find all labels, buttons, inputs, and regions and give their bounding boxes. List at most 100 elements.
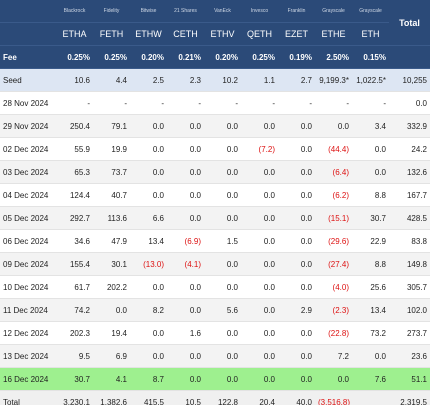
empty-cell xyxy=(389,45,430,69)
flow-value: 19.9 xyxy=(93,137,130,161)
flow-value: (7.2) xyxy=(241,137,278,161)
flow-value: 0.0 xyxy=(241,367,278,391)
flow-value: 83.8 xyxy=(389,229,430,253)
flow-value: (4.0) xyxy=(315,275,352,299)
flow-value: 0.0 xyxy=(204,137,241,161)
row-label: 03 Dec 2024 xyxy=(0,160,56,184)
flow-value: 47.9 xyxy=(93,229,130,253)
flow-value: 0.0 xyxy=(204,114,241,138)
flow-value: 0.0 xyxy=(278,367,315,391)
flow-value: 2.9 xyxy=(278,298,315,322)
flow-value: 19.4 xyxy=(93,321,130,345)
flow-value: 25.6 xyxy=(352,275,389,299)
corner-cell xyxy=(0,0,56,23)
flow-row: 11 Dec 2024 74.2 0.0 8.2 0.0 5.6 0.0 2.9 (2.3) 13… xyxy=(0,298,430,322)
flow-value: 0.0 xyxy=(315,367,352,391)
flow-value: 0.0 xyxy=(278,114,315,138)
fee: 0.20% xyxy=(130,45,167,69)
row-label: 13 Dec 2024 xyxy=(0,344,56,368)
ticker-row: ETHA FETH ETHW CETH ETHV QETH EZET ETHE ETH xyxy=(0,22,430,46)
flow-value: 55.9 xyxy=(56,137,93,161)
flow-value: 7.6 xyxy=(352,367,389,391)
flow-value: 10.6 xyxy=(56,68,93,92)
flow-value: 132.6 xyxy=(389,160,430,184)
flow-value: 4.1 xyxy=(93,367,130,391)
flow-value: 0.0 xyxy=(241,321,278,345)
flow-row: 29 Nov 2024 250.4 79.1 0.0 0.0 0.0 0.0 0.0 0.0 3.… xyxy=(0,114,430,138)
flow-value: 0.0 xyxy=(167,114,204,138)
flow-value: 0.0 xyxy=(278,252,315,276)
flow-value: 0.0 xyxy=(241,183,278,207)
flow-value: 0.0 xyxy=(167,183,204,207)
flow-value: 0.0 xyxy=(130,275,167,299)
flow-value: 65.3 xyxy=(56,160,93,184)
flow-value: (15.1) xyxy=(315,206,352,230)
flow-value: 155.4 xyxy=(56,252,93,276)
issuer-name: Bitwise xyxy=(130,0,167,23)
flow-value: 24.2 xyxy=(389,137,430,161)
flow-value: 30.7 xyxy=(352,206,389,230)
flow-value: 0.0 xyxy=(241,252,278,276)
ticker: ETHE xyxy=(315,22,352,46)
flow-value: 124.4 xyxy=(56,183,93,207)
row-label: Seed xyxy=(0,68,56,92)
flow-value: - xyxy=(204,91,241,115)
row-label: 10 Dec 2024 xyxy=(0,275,56,299)
flow-value: 3.4 xyxy=(352,114,389,138)
flow-value: 8.8 xyxy=(352,252,389,276)
flow-row: 05 Dec 2024 292.7 113.6 6.6 0.0 0.0 0.0 0.0 (15.… xyxy=(0,206,430,230)
flow-value: 40.7 xyxy=(93,183,130,207)
flow-value: 13.4 xyxy=(352,298,389,322)
flow-value: 167.7 xyxy=(389,183,430,207)
flow-value: 0.0 xyxy=(204,321,241,345)
flow-value: 202.3 xyxy=(56,321,93,345)
flow-value: 0.0 xyxy=(241,206,278,230)
flow-value: 0.0 xyxy=(278,344,315,368)
flow-value: 0.0 xyxy=(278,183,315,207)
flow-value: - xyxy=(278,91,315,115)
total-value: 2,319.5 xyxy=(389,390,430,405)
flow-value: 0.0 xyxy=(241,114,278,138)
issuer-name: VanEck xyxy=(204,0,241,23)
flow-value: (27.4) xyxy=(315,252,352,276)
flow-value: (2.3) xyxy=(315,298,352,322)
flow-value: 2.3 xyxy=(167,68,204,92)
flow-value: 0.0 xyxy=(130,137,167,161)
flow-value: 34.6 xyxy=(56,229,93,253)
flow-value: 0.0 xyxy=(204,275,241,299)
row-label: 28 Nov 2024 xyxy=(0,91,56,115)
flow-value: 74.2 xyxy=(56,298,93,322)
flow-value: 0.0 xyxy=(130,321,167,345)
issuer-row: Blackrock Fidelity Bitwise 21 Shares VanEck I… xyxy=(0,0,430,46)
flow-value: 0.0 xyxy=(204,206,241,230)
flow-value: 4.4 xyxy=(93,68,130,92)
total-value: 10.5 xyxy=(167,390,204,405)
flow-value: 0.0 xyxy=(278,275,315,299)
row-label: 12 Dec 2024 xyxy=(0,321,56,345)
flow-value: 0.0 xyxy=(352,137,389,161)
fee: 0.21% xyxy=(167,45,204,69)
ticker: QETH xyxy=(241,22,278,46)
row-label: 06 Dec 2024 xyxy=(0,229,56,253)
flow-value: 0.0 xyxy=(130,160,167,184)
flow-value: 305.7 xyxy=(389,275,430,299)
total-label: Total xyxy=(0,390,56,405)
flow-value: 13.4 xyxy=(130,229,167,253)
flow-value: 8.8 xyxy=(352,183,389,207)
flow-value: 0.0 xyxy=(167,275,204,299)
total-value: 3,230.1 xyxy=(56,390,93,405)
flow-value: 1.1 xyxy=(241,68,278,92)
flow-value: 6.9 xyxy=(93,344,130,368)
flow-value: 30.7 xyxy=(56,367,93,391)
flow-value: 10.2 xyxy=(204,68,241,92)
flow-value: 0.0 xyxy=(278,321,315,345)
corner-cell xyxy=(0,22,56,46)
flow-value: 1.5 xyxy=(204,229,241,253)
flow-value: 0.0 xyxy=(130,183,167,207)
flow-value: (6.4) xyxy=(315,160,352,184)
flow-value: 0.0 xyxy=(352,344,389,368)
flow-row: 16 Dec 2024 30.7 4.1 8.7 0.0 0.0 0.0 0.0 0.0 7.6 5… xyxy=(0,367,430,391)
issuer-name: Grayscale xyxy=(315,0,352,23)
flow-value: 5.6 xyxy=(204,298,241,322)
